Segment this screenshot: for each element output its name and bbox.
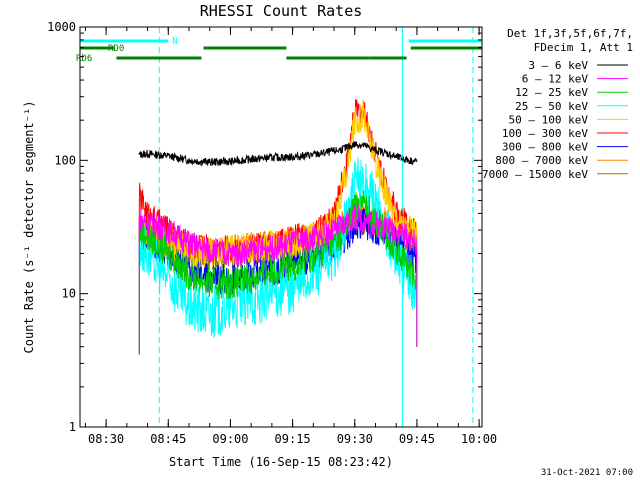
flag-bar-label: RD6 <box>76 54 92 64</box>
x-axis: 08:30 08:45 09:00 09:15 09:30 09:45 10:00 <box>84 27 497 446</box>
y-tick-label: 1 <box>69 420 76 434</box>
legend-entry-label: 6 – 12 keV <box>522 73 589 86</box>
x-tick-label: 08:45 <box>150 432 186 446</box>
y-axis-label: Count Rate (s⁻¹ detector segment⁻¹) <box>22 101 36 354</box>
legend-entry-label: 25 – 50 keV <box>515 100 588 113</box>
series-line <box>138 141 418 167</box>
legend-entry-label: 7000 – 15000 keV <box>482 168 588 181</box>
timestamp: 31-Oct-2021 07:00 <box>541 468 633 478</box>
y-tick-label: 100 <box>54 153 76 167</box>
x-tick-label: 10:00 <box>461 432 497 446</box>
x-tick-label: 09:45 <box>399 432 435 446</box>
legend-entry-label: 50 – 100 keV <box>509 113 589 126</box>
legend-entry-label: 12 – 25 keV <box>515 86 588 99</box>
flag-bars: N RD0 RD6 <box>76 37 482 64</box>
chart-title: RHESSI Count Rates <box>200 2 363 20</box>
legend: Det 1f,3f,5f,6f,7f, FDecim 1, Att 1 3 – … <box>482 27 633 181</box>
x-tick-label: 09:00 <box>212 432 248 446</box>
plot-frame <box>79 26 483 428</box>
legend-header-line1: Det 1f,3f,5f,6f,7f, <box>507 27 633 40</box>
series-lines <box>138 98 418 355</box>
flag-bar-label: N <box>172 37 177 47</box>
x-axis-label: Start Time (16-Sep-15 08:23:42) <box>169 455 393 469</box>
x-tick-label: 09:15 <box>275 432 311 446</box>
legend-header-line2: FDecim 1, Att 1 <box>534 41 633 54</box>
legend-entry-label: 300 – 800 keV <box>502 141 588 154</box>
y-axis: 1 10 100 1000 <box>47 20 482 434</box>
x-tick-label: 09:30 <box>337 432 373 446</box>
flag-bar-label: RD0 <box>108 44 124 54</box>
x-tick-label: 08:30 <box>88 432 124 446</box>
legend-entry-label: 3 – 6 keV <box>528 59 588 72</box>
legend-entry-label: 800 – 7000 keV <box>495 154 588 167</box>
series-line <box>138 190 418 355</box>
y-tick-label: 10 <box>62 287 76 301</box>
y-tick-label: 1000 <box>47 20 76 34</box>
legend-entry-label: 100 – 300 keV <box>502 127 588 140</box>
series-line <box>138 205 418 355</box>
